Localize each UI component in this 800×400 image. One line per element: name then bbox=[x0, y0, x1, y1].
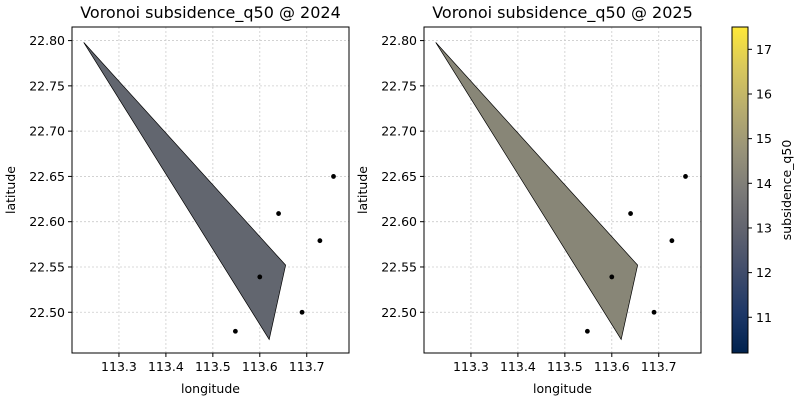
station-point bbox=[584, 328, 590, 334]
y-tick-label: 22.55 bbox=[29, 259, 65, 274]
chart-title: Voronoi subsidence_q50 @ 2024 bbox=[80, 3, 341, 23]
station-point bbox=[683, 174, 688, 179]
x-axis-ticks: 113.3 113.4 113.5 113.6 113.7 bbox=[453, 353, 677, 374]
plot-frame bbox=[423, 26, 702, 354]
x-tick-label: 113.5 bbox=[195, 359, 231, 374]
voronoi-cell bbox=[435, 42, 638, 341]
station-point bbox=[276, 211, 281, 216]
colorbar-tick-label: 13 bbox=[756, 220, 772, 235]
station-point bbox=[331, 174, 336, 179]
y-tick-label: 22.60 bbox=[29, 214, 65, 229]
station-point bbox=[651, 309, 657, 315]
station-point bbox=[669, 238, 675, 244]
panel-2025: Voronoi subsidence_q50 @ 2025 113.3 113.4… bbox=[355, 3, 702, 396]
y-tick-label: 22.75 bbox=[29, 78, 65, 93]
x-tick-label: 113.4 bbox=[148, 359, 184, 374]
x-tick-label: 113.3 bbox=[453, 359, 489, 374]
y-tick-label: 22.80 bbox=[381, 33, 417, 48]
plot-marks bbox=[83, 42, 336, 341]
x-tick-label: 113.5 bbox=[547, 359, 583, 374]
station-point bbox=[317, 238, 323, 244]
y-axis-label: latitude bbox=[3, 166, 18, 214]
x-tick-label: 113.6 bbox=[242, 359, 278, 374]
colorbar-label: subsidence_q50 bbox=[779, 140, 794, 241]
station-point bbox=[232, 328, 238, 334]
y-tick-label: 22.50 bbox=[381, 305, 417, 320]
x-axis-label: longitude bbox=[533, 381, 592, 396]
x-axis-ticks: 113.3 113.4 113.5 113.6 113.7 bbox=[101, 353, 325, 374]
y-tick-label: 22.65 bbox=[29, 169, 65, 184]
colorbar-tick-label: 14 bbox=[756, 176, 772, 191]
y-tick-label: 22.70 bbox=[381, 124, 417, 139]
colorbar: 11 12 13 14 15 16 17 subsidence_q50 bbox=[731, 26, 794, 354]
plot-marks bbox=[435, 42, 688, 341]
station-point bbox=[628, 211, 633, 216]
x-tick-label: 113.4 bbox=[500, 359, 536, 374]
x-axis-label: longitude bbox=[181, 381, 240, 396]
chart-title: Voronoi subsidence_q50 @ 2025 bbox=[432, 3, 693, 23]
station-point bbox=[609, 274, 615, 280]
y-axis-label: latitude bbox=[355, 166, 370, 214]
y-axis-ticks: 22.50 22.55 22.60 22.65 22.70 22.75 22.80 bbox=[381, 33, 424, 320]
voronoi-cell bbox=[83, 42, 286, 341]
colorbar-tick-label: 15 bbox=[756, 131, 772, 146]
plot-frame bbox=[71, 26, 350, 354]
colorbar-tick-label: 16 bbox=[756, 86, 772, 101]
station-point bbox=[257, 274, 263, 280]
x-tick-label: 113.7 bbox=[289, 359, 325, 374]
x-tick-label: 113.7 bbox=[641, 359, 677, 374]
y-tick-label: 22.50 bbox=[29, 305, 65, 320]
y-tick-label: 22.65 bbox=[381, 169, 417, 184]
y-tick-label: 22.55 bbox=[381, 259, 417, 274]
colorbar-tick-label: 12 bbox=[756, 265, 772, 280]
colorbar-tick-label: 11 bbox=[756, 310, 772, 325]
station-point bbox=[299, 309, 305, 315]
y-tick-label: 22.70 bbox=[29, 124, 65, 139]
x-tick-label: 113.3 bbox=[101, 359, 137, 374]
x-tick-label: 113.6 bbox=[594, 359, 630, 374]
colorbar-tick-label: 17 bbox=[756, 42, 772, 57]
colorbar-ticks: 11 12 13 14 15 16 17 bbox=[748, 42, 772, 325]
y-tick-label: 22.60 bbox=[381, 214, 417, 229]
y-tick-label: 22.75 bbox=[381, 78, 417, 93]
panel-2024: Voronoi subsidence_q50 @ 2024 113.3 113.4… bbox=[3, 3, 350, 396]
colorbar-gradient bbox=[731, 26, 749, 354]
y-tick-label: 22.80 bbox=[29, 33, 65, 48]
y-axis-ticks: 22.50 22.55 22.60 22.65 22.70 22.75 22.80 bbox=[29, 33, 72, 320]
